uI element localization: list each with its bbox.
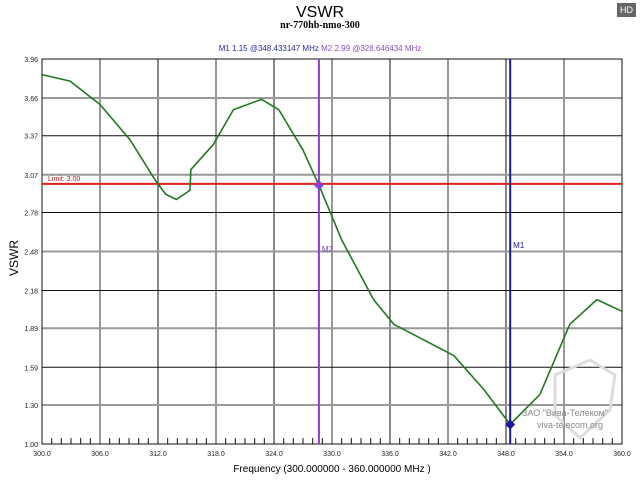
y-tick-label: 2.78 bbox=[24, 210, 38, 217]
y-tick-label: 2.18 bbox=[24, 289, 38, 296]
x-tick-label: 348.0 bbox=[497, 451, 515, 458]
hd-badge[interactable]: HD bbox=[617, 3, 636, 17]
marker-label-m1: M1 bbox=[513, 241, 525, 250]
watermark-shield-logo bbox=[553, 358, 617, 441]
watermark-line2: viva-telecom.org bbox=[537, 420, 603, 430]
x-tick-label: 324.0 bbox=[265, 451, 283, 458]
marker-m2-readout: M2 2.99 @328.646434 MHz bbox=[321, 44, 422, 53]
x-axis-label: Frequency (300.000000 - 360.000000 MHz ) bbox=[233, 464, 430, 475]
y-tick-label: 3.66 bbox=[24, 96, 38, 103]
x-tick-label: 330.0 bbox=[323, 451, 341, 458]
vswr-series-line bbox=[41, 73, 623, 426]
y-tick-label: 1.00 bbox=[24, 442, 38, 449]
x-tick-label: 318.0 bbox=[207, 451, 225, 458]
x-tick-label: 312.0 bbox=[149, 451, 167, 458]
limit-label: Limit: 3.00 bbox=[48, 176, 80, 183]
plot-frame bbox=[41, 58, 623, 445]
x-tick-label: 300.0 bbox=[33, 451, 51, 458]
x-tick-label: 336.0 bbox=[381, 451, 399, 458]
y-tick-label: 3.07 bbox=[24, 173, 38, 180]
y-tick-label: 1.30 bbox=[24, 403, 38, 410]
marker-point-m2 bbox=[313, 180, 324, 191]
marker-label-m2: M2 bbox=[322, 245, 334, 254]
watermark-line1: ЗАО "Вива-Телеком" bbox=[522, 408, 608, 418]
y-tick-label: 1.89 bbox=[24, 326, 38, 333]
x-tick-label: 360.0 bbox=[613, 451, 631, 458]
y-tick-label: 3.37 bbox=[24, 134, 38, 141]
x-tick-label: 306.0 bbox=[91, 451, 109, 458]
chart-title: VSWR bbox=[296, 4, 344, 21]
y-tick-label: 3.96 bbox=[24, 57, 38, 64]
chart-subtitle: nr-770hb-nmo-300 bbox=[280, 20, 360, 31]
marker-readout: M1 1.15 @348.433147 MHz M2 2.99 @328.646… bbox=[0, 44, 640, 53]
x-tick-label: 354.0 bbox=[555, 451, 573, 458]
y-tick-label: 2.48 bbox=[24, 250, 38, 257]
x-tick-label: 342.0 bbox=[439, 451, 457, 458]
marker-m1-readout: M1 1.15 @348.433147 MHz bbox=[218, 44, 319, 53]
marker-point-m1 bbox=[505, 419, 516, 430]
y-tick-label: 1.59 bbox=[24, 365, 38, 372]
y-axis-label: VSWR bbox=[7, 240, 21, 276]
